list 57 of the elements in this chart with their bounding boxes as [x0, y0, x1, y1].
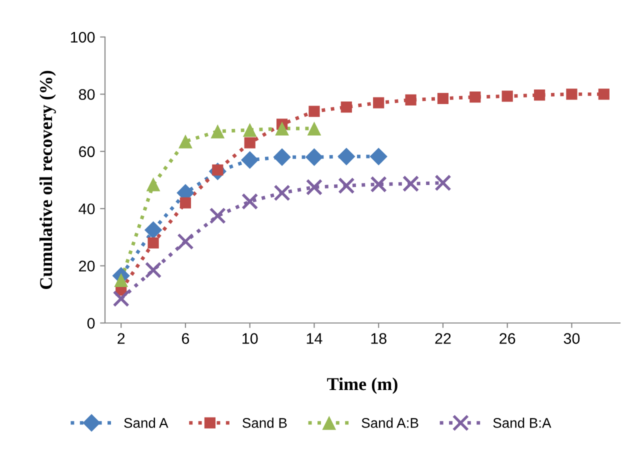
point	[114, 273, 128, 288]
y-tick-label: 80	[78, 89, 95, 100]
point	[180, 197, 192, 208]
point	[144, 262, 162, 278]
point	[340, 102, 352, 113]
point	[210, 124, 225, 138]
x-axis-title: Time (m)	[327, 378, 398, 394]
point	[370, 148, 388, 166]
x-tick-label: 30	[564, 333, 580, 344]
point	[338, 148, 356, 166]
point	[437, 92, 449, 104]
x-tick-label: 26	[500, 333, 516, 344]
point	[148, 237, 159, 248]
point	[373, 97, 384, 108]
x-tick-label: 6	[182, 333, 190, 344]
point	[244, 137, 256, 148]
point	[598, 88, 610, 100]
point	[178, 134, 192, 148]
point	[308, 106, 320, 117]
point	[242, 193, 258, 210]
point	[307, 122, 322, 136]
legend-label: Sand B:A	[493, 418, 552, 428]
point	[242, 123, 257, 137]
x-tick-label: 2	[118, 333, 125, 344]
point	[405, 94, 416, 106]
point	[370, 176, 387, 193]
y-axis-title: Cumulative oil recovery (%)	[39, 70, 56, 290]
point	[177, 233, 194, 250]
point	[146, 177, 160, 192]
x-tick-label: 18	[371, 333, 386, 344]
point	[402, 175, 420, 192]
y-tick-label: 20	[79, 260, 95, 272]
y-tick-label: 100	[70, 32, 95, 43]
point	[112, 290, 130, 308]
x-tick-label: 10	[242, 333, 258, 344]
point	[338, 177, 355, 194]
point	[305, 148, 324, 166]
y-tick-label: 0	[87, 318, 95, 329]
point	[209, 207, 226, 224]
point	[434, 174, 452, 192]
point	[241, 151, 259, 169]
point	[274, 184, 290, 202]
y-tick-label: 60	[79, 146, 95, 158]
point	[534, 90, 546, 101]
point	[273, 148, 291, 166]
legend-label: Sand B	[242, 418, 287, 428]
x-tick-label: 22	[435, 333, 451, 344]
legend-label: Sand A:B	[362, 418, 418, 428]
x-tick-label: 14	[306, 333, 322, 344]
point	[470, 92, 481, 103]
point	[502, 90, 513, 102]
y-tick-label: 40	[78, 203, 95, 214]
legend-label: Sand A	[124, 418, 168, 428]
point	[144, 221, 162, 239]
point	[306, 178, 323, 196]
point	[275, 122, 289, 136]
point	[566, 88, 578, 100]
